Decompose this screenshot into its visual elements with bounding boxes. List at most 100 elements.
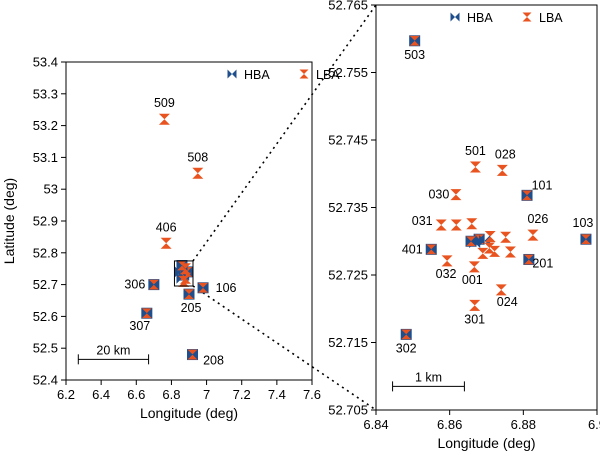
zoom-station-001-lba-marker <box>468 261 480 273</box>
overview-station-label-406: 406 <box>156 220 177 234</box>
zoom-core-station-lba-marker <box>450 219 462 231</box>
overview-legend-hba-label: HBA <box>244 68 270 82</box>
zoom-station-label-301: 301 <box>464 312 485 326</box>
zoom-xtick-label: 6.88 <box>511 417 536 432</box>
overview-plot-frame <box>65 61 313 381</box>
zoom-station-label-032: 032 <box>436 267 457 281</box>
zoom-legend-lba-marker <box>522 12 532 22</box>
overview-core-station-lba-marker <box>179 263 191 275</box>
zoom-station-label-031: 031 <box>412 214 433 228</box>
overview-station-label-508: 508 <box>187 150 208 164</box>
overview-ytick-label: 52.9 <box>33 214 58 229</box>
zoom-station-302-hba-marker <box>402 330 410 339</box>
overview-ytick-label: 52.8 <box>33 245 58 260</box>
overview-ytick-label: 52.5 <box>33 341 58 356</box>
overview-legend-lba-label: LBA <box>316 68 340 82</box>
zoom-core-station-lba-marker <box>466 218 478 230</box>
zoom-station-032-lba-marker <box>441 255 453 267</box>
overview-xtick-label: 7.4 <box>268 387 286 402</box>
overview-xtick-label: 7 <box>203 387 210 402</box>
overview-ytick-label: 53.2 <box>33 118 58 133</box>
zoom-core-station-lba-marker <box>483 242 495 254</box>
zoom-core-station-lba-marker <box>500 231 512 243</box>
zoom-station-103-hba-marker <box>582 235 590 243</box>
zoom-station-024-lba-marker <box>495 284 507 296</box>
zoom-core-station-lba-marker <box>477 247 489 259</box>
zoom-station-101-hba-marker <box>523 191 531 200</box>
zoom-ytick-label: 52.765 <box>328 0 368 13</box>
overview-xtick-label: 6.8 <box>162 387 180 402</box>
overview-station-label-306: 306 <box>124 278 145 292</box>
zoom-station-031-lba-marker <box>435 219 447 231</box>
zoom-station-label-302: 302 <box>396 341 417 355</box>
overview-core-station-lba-marker <box>177 260 187 271</box>
zoom-legend-hba-marker <box>450 12 460 22</box>
zoom-station-028-lba-marker <box>496 164 508 176</box>
zoom-station-401-hba-marker <box>427 245 435 254</box>
overview-panel: 6.2 6.4 6.6 6.8 7 7.2 7.4 7.6 52.4 52.5 52.6 52.7 52… <box>1 55 340 422</box>
overview-station-508-lba-marker <box>192 167 204 179</box>
zoom-ytick-label: 52.745 <box>328 133 368 148</box>
overview-station-307-hba-marker <box>143 309 151 317</box>
zoom-panel: 6.84 6.86 6.88 6.9 52.705 52.715 52.725 52.735 5… <box>328 0 600 451</box>
zoom-connectors <box>192 4 377 411</box>
overview-xtick-label: 7.2 <box>233 387 251 402</box>
zoom-core-station-lba-marker <box>504 246 516 258</box>
zoom-station-label-030: 030 <box>428 188 449 202</box>
zoom-core-station-lba-marker <box>489 245 501 257</box>
overview-station-label-205: 205 <box>181 301 202 315</box>
overview-xtick-label: 6.6 <box>127 387 145 402</box>
zoom-ytick-label: 52.705 <box>328 403 368 418</box>
zoom-core-station-lba-marker <box>484 231 496 243</box>
zoom-station-label-024: 024 <box>497 295 518 309</box>
overview-xtick-label: 6.2 <box>57 387 75 402</box>
overview-station-106-hba-marker <box>199 284 207 292</box>
zoom-scalebar-label: 1 km <box>415 370 442 384</box>
zoom-station-label-103: 103 <box>573 216 594 230</box>
overview-xtick-label: 6.4 <box>92 387 110 402</box>
overview-station-label-106: 106 <box>216 281 237 295</box>
overview-station-208-hba-marker <box>188 350 197 359</box>
zoom-ytick-label: 52.725 <box>328 268 368 283</box>
zoom-station-030-lba-marker <box>450 189 462 201</box>
zoom-station-label-101: 101 <box>532 178 553 192</box>
zoom-core-station-hba-marker <box>467 237 475 245</box>
zoom-ytick-label: 52.715 <box>328 335 368 350</box>
overview-scalebar-label: 20 km <box>96 343 130 357</box>
overview-station-406-lba-marker <box>160 237 172 249</box>
overview-xtick-label: 7.6 <box>303 387 321 402</box>
overview-core-station-lba-marker <box>178 275 190 287</box>
zoom-connector-top <box>192 4 377 262</box>
overview-y-axis-title: Latitude (deg) <box>1 178 17 264</box>
zoom-station-503-hba-marker <box>410 37 419 45</box>
zoom-station-026-lba-marker <box>527 229 539 241</box>
zoom-box <box>173 260 194 287</box>
zoom-station-label-201: 201 <box>532 256 553 270</box>
zoom-station-label-028: 028 <box>495 147 516 161</box>
zoom-legend-hba-label: HBA <box>467 11 493 25</box>
overview-ytick-label: 52.7 <box>33 277 58 292</box>
overview-station-label-307: 307 <box>129 319 150 333</box>
zoom-connector-bottom <box>192 285 377 411</box>
overview-ytick-label: 52.4 <box>33 373 58 388</box>
zoom-station-label-503: 503 <box>404 48 425 62</box>
overview-station-label-509: 509 <box>154 96 175 110</box>
overview-ytick-label: 52.6 <box>33 309 58 324</box>
zoom-station-201-hba-marker <box>525 255 533 264</box>
overview-x-axis-title: Longitude (deg) <box>140 405 238 421</box>
zoom-station-label-001: 001 <box>462 273 483 287</box>
overview-legend-lba-marker <box>299 69 309 79</box>
overview-legend-hba-marker <box>227 69 237 79</box>
zoom-ytick-label: 52.735 <box>328 200 368 215</box>
zoom-station-501-lba-marker <box>469 161 481 173</box>
zoom-station-label-501: 501 <box>465 144 486 158</box>
zoom-xtick-label: 6.84 <box>363 417 388 432</box>
zoom-ytick-label: 52.755 <box>328 65 368 80</box>
zoom-station-label-026: 026 <box>527 212 548 226</box>
overview-ytick-label: 53.3 <box>33 86 58 101</box>
overview-ytick-label: 53.1 <box>33 150 58 165</box>
zoom-xtick-label: 6.9 <box>588 417 600 432</box>
overview-station-205-hba-marker <box>185 290 193 298</box>
overview-station-307-lba-marker <box>141 308 152 319</box>
